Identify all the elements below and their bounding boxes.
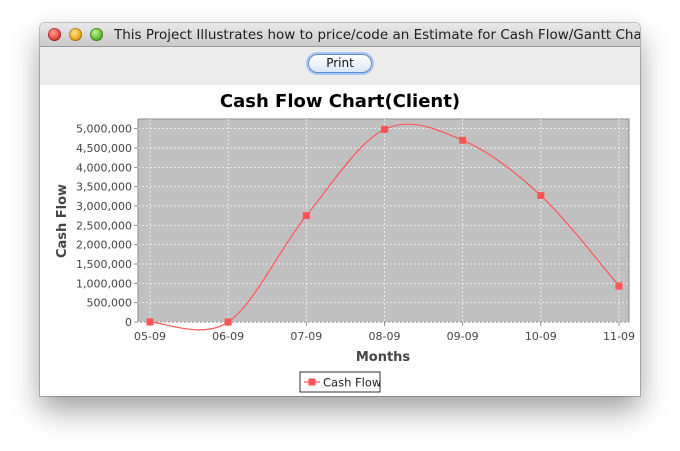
y-tick-label: 1,000,000: [76, 277, 132, 290]
legend-box: [299, 371, 381, 393]
y-tick-label: 3,000,000: [76, 200, 132, 213]
cash-flow-chart: Cash Flow Chart(Client) 0 500,000 1,000,00…: [55, 91, 635, 393]
x-tick-label: 05-09: [134, 330, 166, 343]
data-point-marker: [146, 318, 154, 326]
minimize-window-icon[interactable]: [69, 28, 82, 41]
chart-panel: Cash Flow Chart(Client) 0 500,000 1,000,00…: [40, 85, 640, 396]
y-tick-label: 3,500,000: [76, 181, 132, 194]
zoom-window-icon[interactable]: [90, 28, 103, 41]
print-button[interactable]: Print: [308, 54, 372, 73]
x-axis-label: Months: [356, 350, 411, 365]
x-axis: 05-09 06-09 07-09 08-09 09-09 10-09 11-09: [134, 322, 635, 343]
legend-marker: [308, 378, 316, 386]
y-tick-label: 2,000,000: [76, 239, 132, 252]
close-window-icon[interactable]: [48, 28, 61, 41]
series-markers: [146, 125, 623, 326]
y-axis-label: Cash Flow: [55, 184, 70, 258]
x-tick-label: 10-09: [525, 330, 557, 343]
y-tick-label: 5,000,000: [76, 123, 132, 136]
chart-title: Cash Flow Chart(Client): [220, 91, 460, 112]
data-point-marker: [302, 212, 310, 220]
y-tick-label: 500,000: [87, 297, 133, 310]
x-tick-label: 09-09: [447, 330, 479, 343]
toolbar: Print: [40, 47, 640, 85]
x-tick-label: 07-09: [290, 330, 322, 343]
title-bar[interactable]: This Project Illustrates how to price/co…: [40, 23, 640, 47]
y-tick-label: 0: [125, 316, 132, 329]
y-tick-label: 1,500,000: [76, 258, 132, 271]
data-point-marker: [381, 125, 388, 133]
data-point-marker: [537, 192, 545, 200]
data-point-marker: [615, 282, 623, 290]
plot-area: [137, 118, 630, 323]
data-point-marker: [224, 318, 232, 326]
y-tick-label: 2,500,000: [76, 219, 132, 232]
grid-lines: [138, 119, 629, 323]
legend-label: Cash Flow: [323, 376, 381, 390]
x-tick-label: 06-09: [212, 330, 244, 343]
y-tick-label: 4,500,000: [76, 142, 132, 155]
legend: Cash Flow: [299, 371, 381, 393]
x-tick-label: 11-09: [603, 330, 635, 343]
y-tick-label: 4,000,000: [76, 161, 132, 174]
y-axis: 0 500,000 1,000,000 1,500,000 2,000,000 2,500…: [76, 123, 138, 329]
window-title: This Project Illustrates how to price/co…: [114, 27, 640, 43]
app-window: This Project Illustrates how to price/co…: [40, 23, 640, 396]
data-point-marker: [459, 136, 467, 144]
x-tick-label: 08-09: [369, 330, 401, 343]
